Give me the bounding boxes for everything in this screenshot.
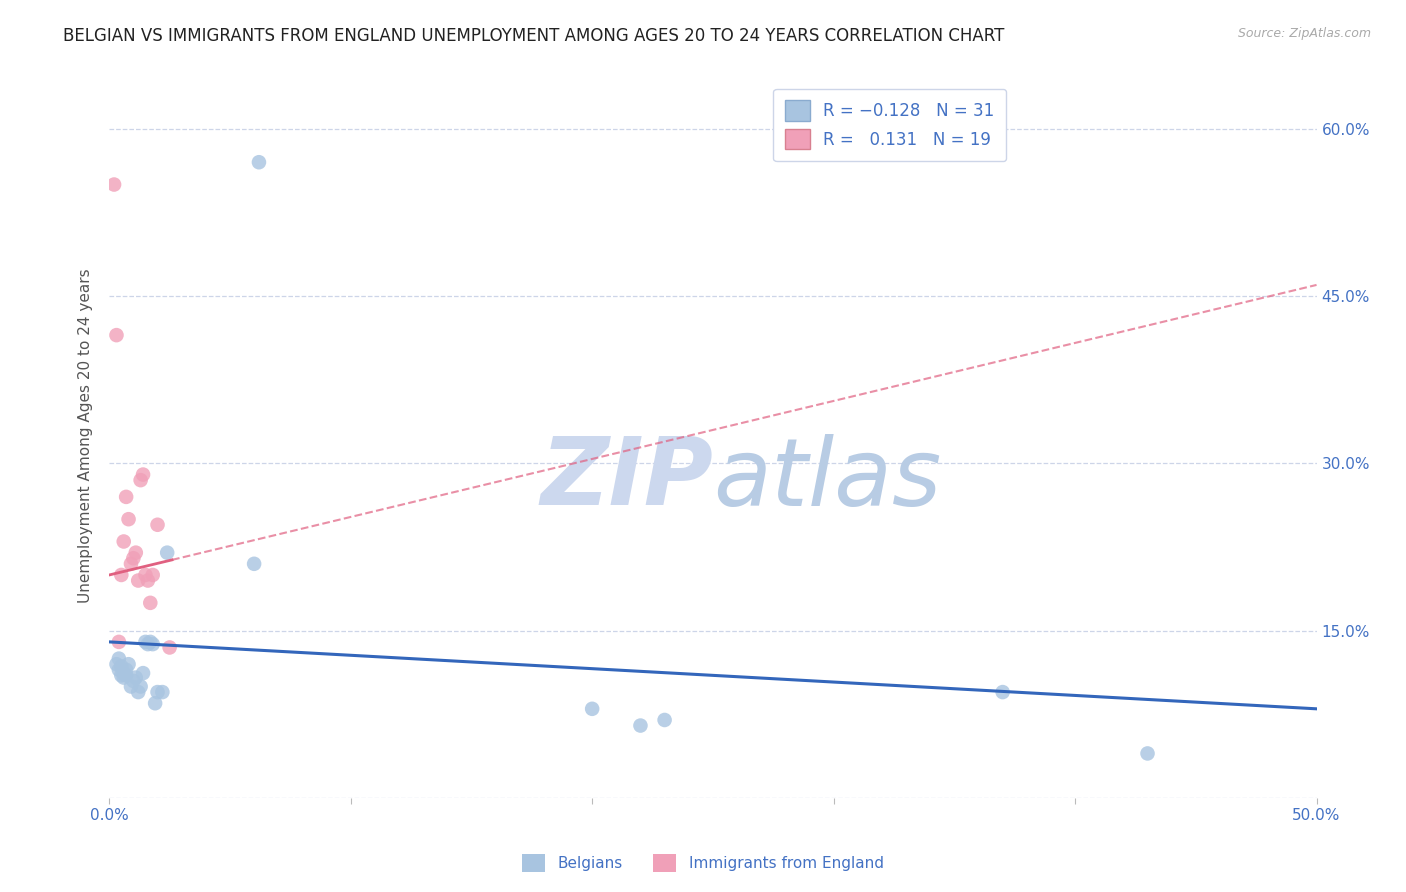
- Point: [120, 680, 142, 694]
- Point: [129, 680, 152, 694]
- Point: [122, 673, 145, 688]
- Point: [156, 546, 179, 560]
- Point: [112, 666, 135, 681]
- Point: [125, 671, 148, 685]
- Point: [159, 640, 181, 655]
- Point: [139, 596, 162, 610]
- Legend: Belgians, Immigrants from England: Belgians, Immigrants from England: [515, 846, 891, 880]
- Point: [654, 713, 676, 727]
- Legend: R = −0.128   N = 31, R =   0.131   N = 19: R = −0.128 N = 31, R = 0.131 N = 19: [773, 88, 1007, 161]
- Point: [142, 637, 165, 651]
- Point: [117, 657, 139, 672]
- Text: Source: ZipAtlas.com: Source: ZipAtlas.com: [1237, 27, 1371, 40]
- Point: [581, 702, 603, 716]
- Point: [105, 657, 128, 672]
- Point: [110, 668, 132, 682]
- Point: [134, 568, 156, 582]
- Point: [243, 557, 266, 571]
- Point: [132, 666, 155, 681]
- Point: [115, 663, 138, 677]
- Point: [115, 668, 138, 682]
- Point: [122, 551, 145, 566]
- Point: [134, 635, 156, 649]
- Point: [146, 517, 169, 532]
- Point: [1136, 747, 1159, 761]
- Text: ZIP: ZIP: [540, 433, 713, 525]
- Point: [108, 663, 131, 677]
- Point: [136, 637, 159, 651]
- Text: atlas: atlas: [713, 434, 941, 524]
- Point: [127, 574, 149, 588]
- Y-axis label: Unemployment Among Ages 20 to 24 years: Unemployment Among Ages 20 to 24 years: [79, 268, 93, 603]
- Point: [120, 557, 142, 571]
- Point: [112, 534, 135, 549]
- Point: [127, 685, 149, 699]
- Point: [146, 685, 169, 699]
- Point: [991, 685, 1014, 699]
- Point: [139, 635, 162, 649]
- Point: [143, 696, 166, 710]
- Point: [108, 635, 131, 649]
- Point: [108, 651, 131, 665]
- Point: [103, 178, 125, 192]
- Point: [630, 718, 652, 732]
- Point: [110, 568, 132, 582]
- Point: [112, 671, 135, 685]
- Point: [125, 546, 148, 560]
- Point: [105, 328, 128, 343]
- Point: [129, 473, 152, 487]
- Point: [150, 685, 173, 699]
- Point: [136, 574, 159, 588]
- Point: [142, 568, 165, 582]
- Point: [117, 512, 139, 526]
- Point: [247, 155, 270, 169]
- Text: BELGIAN VS IMMIGRANTS FROM ENGLAND UNEMPLOYMENT AMONG AGES 20 TO 24 YEARS CORREL: BELGIAN VS IMMIGRANTS FROM ENGLAND UNEMP…: [63, 27, 1005, 45]
- Point: [110, 659, 132, 673]
- Point: [132, 467, 155, 482]
- Point: [115, 490, 138, 504]
